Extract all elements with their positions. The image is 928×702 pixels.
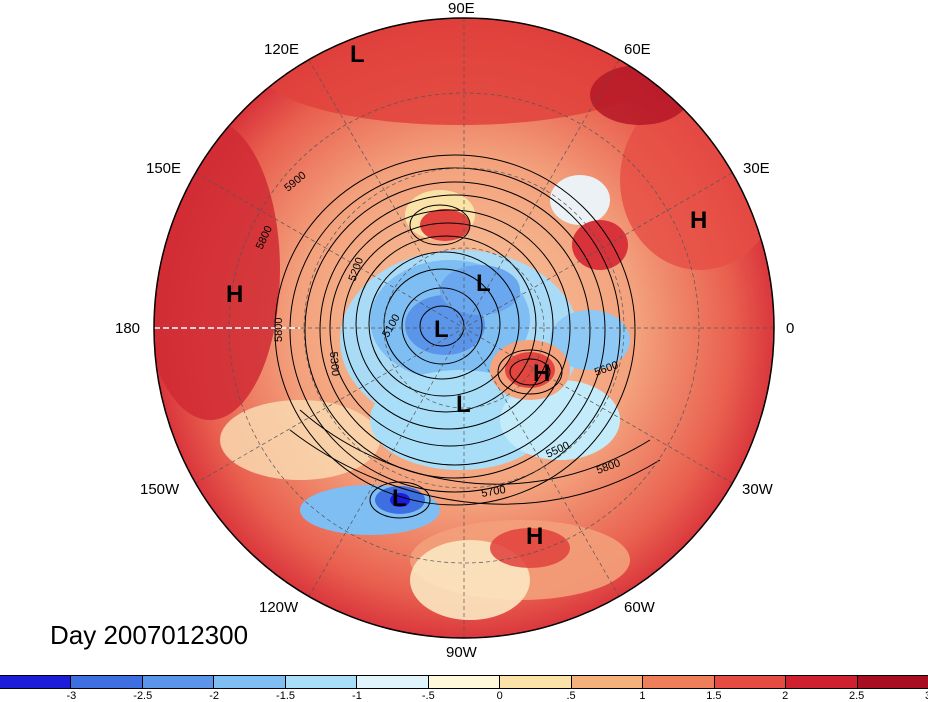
- colorbar-tick-label: 3: [925, 690, 928, 702]
- colorbar: [0, 675, 928, 689]
- map-boundary: [153, 17, 775, 639]
- colorbar-tick-label: -1.5: [276, 690, 296, 702]
- lon-label-0: 0: [786, 320, 795, 337]
- contour-label: 5800: [273, 318, 285, 342]
- colorbar-tick-label: -.5: [421, 690, 435, 702]
- pressure-center-label: L: [434, 316, 449, 343]
- colorbar-segment: [714, 676, 787, 688]
- colorbar-tick-label: 2.5: [848, 690, 865, 702]
- pressure-center-label: H: [526, 523, 544, 550]
- colorbar-segment: [214, 676, 286, 688]
- lon-label-90e: 90E: [448, 0, 475, 17]
- lon-label-30w: 30W: [742, 481, 773, 498]
- colorbar-segment: [428, 676, 501, 688]
- colorbar-tick-label: -2.5: [133, 690, 153, 702]
- colorbar-segment: [0, 676, 72, 688]
- height-contours: [274, 154, 661, 519]
- graticule: [154, 18, 774, 638]
- lon-label-60e: 60E: [624, 41, 651, 58]
- pressure-center-label: L: [456, 391, 471, 418]
- colorbar-tick-label: 1.5: [706, 690, 722, 702]
- colorbar-tick-label: 0: [496, 690, 503, 702]
- lon-label-150e: 150E: [146, 160, 182, 177]
- lon-label-180: 180: [115, 320, 141, 337]
- colorbar-tick-label: -2: [209, 690, 220, 702]
- pressure-center-label: H: [226, 281, 244, 308]
- contour-label: 5300: [327, 351, 341, 376]
- lon-label-60w: 60W: [624, 599, 655, 616]
- colorbar-tick-label: 1: [639, 690, 646, 702]
- colorbar-segment: [857, 676, 928, 688]
- colorbar-segment: [643, 676, 715, 688]
- colorbar-segment: [142, 676, 215, 688]
- colorbar-segment: [285, 676, 358, 688]
- lon-label-90w: 90W: [446, 644, 477, 661]
- lon-label-120w: 120W: [259, 599, 299, 616]
- colorbar-tick-label: -1: [352, 690, 362, 702]
- date-label: Day 2007012300: [50, 620, 249, 650]
- colorbar-segment: [357, 676, 429, 688]
- pressure-center-label: L: [476, 270, 491, 297]
- colorbar-segment: [571, 676, 644, 688]
- lon-label-30e: 30E: [743, 160, 770, 177]
- colorbar-segment: [500, 676, 572, 688]
- colorbar-segment: [786, 676, 858, 688]
- pressure-center-label: H: [690, 207, 708, 234]
- lon-label-150w: 150W: [140, 481, 180, 498]
- pressure-center-label: L: [350, 41, 365, 68]
- pressure-center-label: L: [392, 485, 407, 512]
- lon-label-120e: 120E: [264, 41, 300, 58]
- colorbar-segment: [71, 676, 143, 688]
- pressure-center-label: H: [533, 360, 551, 387]
- colorbar-tick-label: 2: [782, 690, 789, 702]
- colorbar-tick-label: -3: [66, 690, 77, 702]
- colorbar-tick-label: .5: [566, 690, 576, 702]
- contour-label: 5700: [480, 484, 506, 500]
